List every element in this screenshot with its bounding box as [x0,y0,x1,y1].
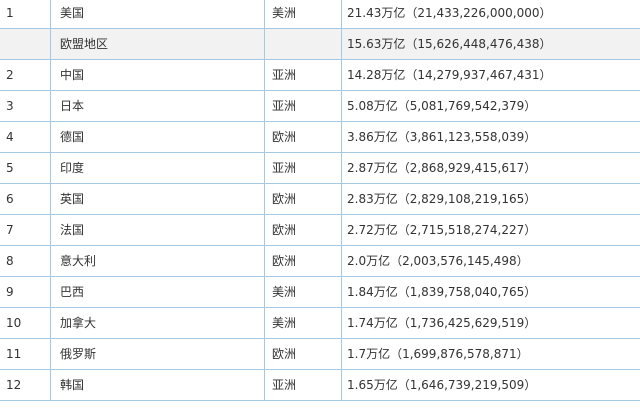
rank-cell: 11 [0,338,51,370]
gdp-value-cell: 2.87万亿（2,868,929,415,617） [341,152,640,184]
gdp-value-cell: 14.28万亿（14,279,937,467,431） [341,59,640,91]
rank-cell: 3 [0,90,51,122]
gdp-value-cell: 1.65万亿（1,646,739,219,509） [341,369,640,401]
rank-cell: 8 [0,245,51,277]
region-cell: 欧洲 [264,183,342,215]
country-name-cell: 欧盟地区 [50,28,265,60]
rank-cell: 12 [0,369,51,401]
country-name-cell: 加拿大 [50,307,265,339]
region-cell: 亚洲 [264,152,342,184]
region-cell: 美洲 [264,276,342,308]
country-name-cell: 德国 [50,121,265,153]
rank-cell: 9 [0,276,51,308]
gdp-value-cell: 1.74万亿（1,736,425,629,519） [341,307,640,339]
region-cell: 欧洲 [264,245,342,277]
country-name-cell: 英国 [50,183,265,215]
table-row: 10 加拿大 美洲 1.74万亿（1,736,425,629,519） [0,307,640,339]
rank-cell: 2 [0,59,51,91]
rank-cell: 5 [0,152,51,184]
table-row: 3 日本 亚洲 5.08万亿（5,081,769,542,379） [0,90,640,122]
country-name-cell: 印度 [50,152,265,184]
table-row: 5 印度 亚洲 2.87万亿（2,868,929,415,617） [0,152,640,184]
gdp-value-cell: 1.84万亿（1,839,758,040,765） [341,276,640,308]
table-row: 7 法国 欧洲 2.72万亿（2,715,518,274,227） [0,214,640,246]
rank-cell: 10 [0,307,51,339]
country-name-cell: 韩国 [50,369,265,401]
gdp-value-cell: 2.72万亿（2,715,518,274,227） [341,214,640,246]
rank-cell: 4 [0,121,51,153]
gdp-value-cell: 21.43万亿（21,433,226,000,000） [341,0,640,29]
table-row: 9 巴西 美洲 1.84万亿（1,839,758,040,765） [0,276,640,308]
table-row: 4 德国 欧洲 3.86万亿（3,861,123,558,039） [0,121,640,153]
region-cell: 欧洲 [264,214,342,246]
gdp-value-cell: 2.0万亿（2,003,576,145,498） [341,245,640,277]
gdp-value-cell: 5.08万亿（5,081,769,542,379） [341,90,640,122]
gdp-value-cell: 1.7万亿（1,699,876,578,871） [341,338,640,370]
rank-cell [0,28,51,60]
gdp-value-cell: 15.63万亿（15,626,448,476,438） [341,28,640,60]
table-row: 11 俄罗斯 欧洲 1.7万亿（1,699,876,578,871） [0,338,640,370]
region-cell: 欧洲 [264,121,342,153]
table-row: 6 英国 欧洲 2.83万亿（2,829,108,219,165） [0,183,640,215]
table-row: 8 意大利 欧洲 2.0万亿（2,003,576,145,498） [0,245,640,277]
region-cell: 亚洲 [264,59,342,91]
region-cell: 亚洲 [264,90,342,122]
table-row: 2 中国 亚洲 14.28万亿（14,279,937,467,431） [0,59,640,91]
rank-cell: 7 [0,214,51,246]
table-row: 1 美国 美洲 21.43万亿（21,433,226,000,000） [0,0,640,29]
gdp-value-cell: 3.86万亿（3,861,123,558,039） [341,121,640,153]
country-name-cell: 日本 [50,90,265,122]
rank-cell: 6 [0,183,51,215]
gdp-value-cell: 2.83万亿（2,829,108,219,165） [341,183,640,215]
rank-cell: 1 [0,0,51,29]
country-name-cell: 美国 [50,0,265,29]
country-name-cell: 巴西 [50,276,265,308]
region-cell: 欧洲 [264,338,342,370]
table-row: 12 韩国 亚洲 1.65万亿（1,646,739,219,509） [0,369,640,401]
region-cell: 亚洲 [264,369,342,401]
country-name-cell: 中国 [50,59,265,91]
region-cell: 美洲 [264,307,342,339]
region-cell [264,28,342,60]
country-name-cell: 法国 [50,214,265,246]
country-name-cell: 俄罗斯 [50,338,265,370]
region-cell: 美洲 [264,0,342,29]
table-row: 欧盟地区 15.63万亿（15,626,448,476,438） [0,28,640,60]
country-name-cell: 意大利 [50,245,265,277]
